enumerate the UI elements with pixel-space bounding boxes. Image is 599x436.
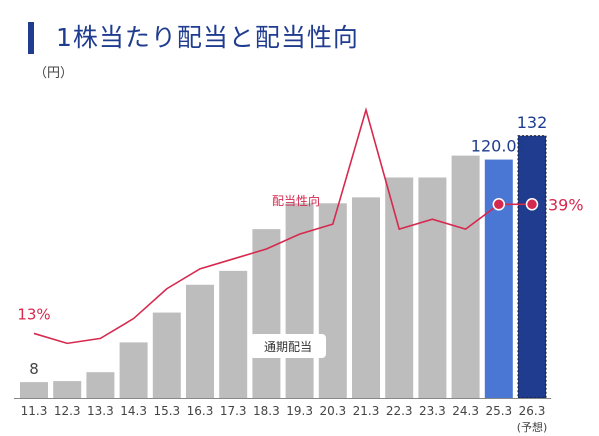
x-tick-22.3: 22.3 bbox=[386, 404, 413, 418]
bar-14.3 bbox=[119, 342, 148, 398]
x-tick-16.3: 16.3 bbox=[187, 404, 214, 418]
x-tick-26.3: 26.3 bbox=[519, 404, 546, 418]
bar-22.3 bbox=[385, 177, 414, 398]
payout-label-11.3: 13% bbox=[17, 305, 50, 323]
title-accent-bar bbox=[28, 22, 34, 54]
bar-label-26.3: 132 bbox=[517, 113, 548, 132]
x-tick-14.3: 14.3 bbox=[120, 404, 147, 418]
bar-20.3 bbox=[318, 203, 347, 398]
series-label-dividend: 通期配当 bbox=[264, 340, 312, 354]
x-tick-23.3: 23.3 bbox=[419, 404, 446, 418]
x-tick-forecast-note: (予想) bbox=[517, 420, 548, 434]
bar-26.3 bbox=[517, 135, 547, 399]
x-tick-15.3: 15.3 bbox=[153, 404, 180, 418]
bar-18.3 bbox=[252, 229, 281, 398]
bar-label-25.3: 120.01 bbox=[471, 137, 527, 156]
payout-point-26.3 bbox=[525, 198, 539, 211]
bar-11.3 bbox=[20, 382, 48, 398]
bar-23.3 bbox=[418, 177, 447, 398]
bar-21.3 bbox=[352, 197, 380, 398]
x-tick-24.3: 24.3 bbox=[452, 404, 479, 418]
series-label-dividend-box bbox=[250, 334, 326, 358]
chart-title: 1株当たり配当と配当性向 bbox=[56, 23, 359, 52]
x-tick-13.3: 13.3 bbox=[87, 404, 114, 418]
x-tick-20.3: 20.3 bbox=[319, 404, 346, 418]
x-tick-11.3: 11.3 bbox=[21, 404, 48, 418]
bar-17.3 bbox=[219, 270, 248, 398]
bar-19.3 bbox=[285, 203, 314, 398]
x-tick-17.3: 17.3 bbox=[220, 404, 247, 418]
unit-label: （円） bbox=[34, 66, 74, 81]
bar-label-11.3: 8 bbox=[29, 360, 39, 378]
payout-point-25.3 bbox=[492, 198, 506, 211]
x-tick-18.3: 18.3 bbox=[253, 404, 280, 418]
x-tick-12.3: 12.3 bbox=[54, 404, 81, 418]
bar-24.3 bbox=[451, 155, 480, 398]
payout-ratio-line bbox=[33, 107, 532, 345]
bar-16.3 bbox=[186, 284, 214, 398]
x-tick-21.3: 21.3 bbox=[353, 404, 380, 418]
x-tick-25.3: 25.3 bbox=[485, 404, 512, 418]
bar-25.3 bbox=[484, 159, 513, 398]
payout-label-26.3: 39% bbox=[548, 195, 584, 214]
bar-15.3 bbox=[152, 312, 181, 398]
bar-13.3 bbox=[86, 372, 115, 398]
series-label-payout: 配当性向 bbox=[272, 193, 320, 208]
x-tick-19.3: 19.3 bbox=[286, 404, 313, 418]
bar-12.3 bbox=[53, 381, 82, 398]
